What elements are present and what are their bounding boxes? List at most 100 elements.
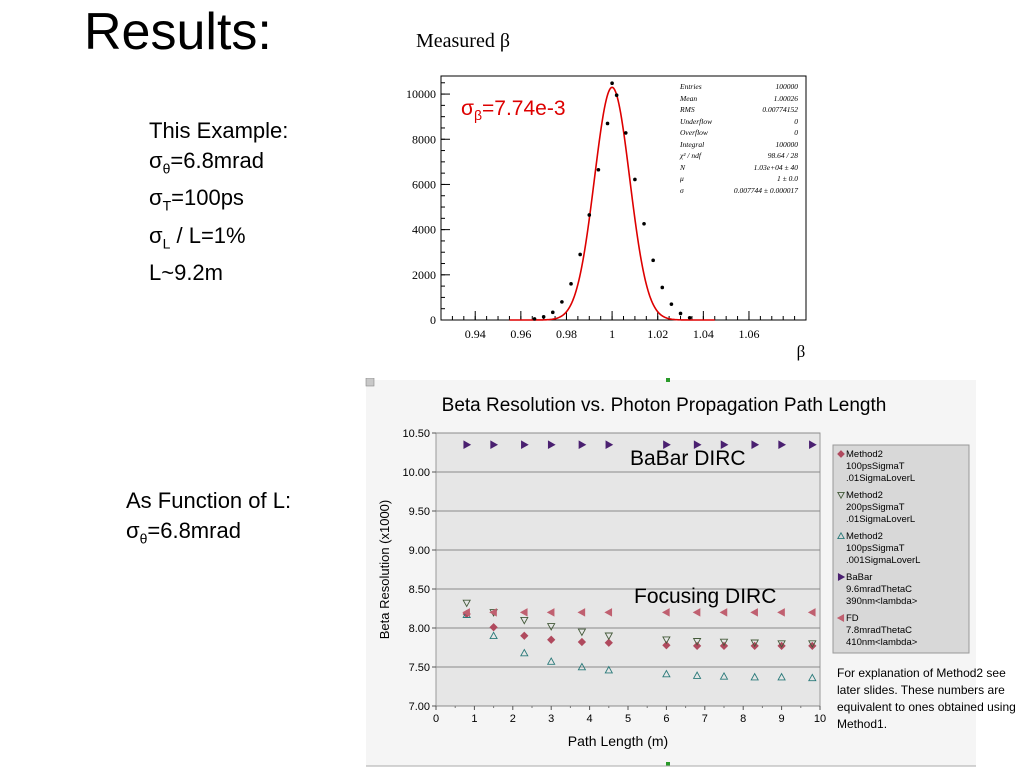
subscript: L (162, 235, 171, 252)
data-point (623, 131, 628, 135)
stats-value: 98.64 / 28 (767, 151, 798, 160)
stats-row: N 1.03e+04 ± 40 (680, 162, 798, 174)
stats-row: Entries 100000 (680, 81, 798, 93)
legend-marker (837, 450, 845, 458)
function-heading: As Function of L: (126, 488, 292, 513)
data-point (777, 672, 786, 681)
data-point (569, 282, 573, 286)
legend-marker (837, 573, 846, 581)
x-tick-label: 0.94 (465, 327, 486, 341)
data-point (651, 258, 655, 263)
legend-box (832, 444, 970, 654)
legend-entry-text: FD (846, 613, 859, 624)
plot-frame (440, 75, 807, 321)
stats-row: Integral 100000 (680, 139, 798, 151)
x-tick-label: 0 (433, 713, 439, 725)
example-sigma-t: σT=100ps (149, 183, 288, 220)
x-tick-label: 9 (779, 713, 785, 725)
legend-entry-text: Method2 (846, 490, 883, 501)
data-point (596, 167, 601, 172)
data-point (577, 628, 587, 637)
stats-label: Overflow (680, 128, 708, 137)
sigma-symbol: σ (149, 222, 163, 248)
data-point (687, 315, 692, 320)
function-block: As Function of L: σθ=6.8mrad (126, 486, 291, 553)
x-tick-label: 1.06 (738, 327, 759, 341)
data-point (750, 672, 759, 681)
data-point (692, 671, 702, 679)
y-tick-label: 9.00 (409, 545, 430, 557)
stats-row: χ² / ndf 98.64 / 28 (680, 150, 798, 162)
data-point (678, 311, 683, 316)
subscript: θ (162, 160, 171, 177)
data-point (463, 440, 472, 449)
stats-value: 0.007744 ± 0.000017 (733, 185, 798, 195)
data-point (692, 608, 701, 617)
data-point (807, 608, 816, 617)
legend-entry-text: 100psSigmaT (846, 461, 905, 472)
x-tick-label: 3 (548, 713, 554, 725)
x-tick-label: 10 (814, 713, 826, 725)
data-point (751, 440, 760, 449)
data-point (633, 177, 637, 182)
stats-row: μ 1 ± 0.0 (680, 173, 798, 185)
data-point (519, 608, 528, 617)
x-tick-label: 0.96 (510, 327, 531, 341)
data-point (587, 213, 592, 217)
sigma-symbol: σ (126, 518, 140, 543)
y-tick-label: 10000 (406, 87, 436, 101)
legend-entry-text: Method2 (846, 449, 883, 460)
legend-entry-text: Method2 (846, 531, 883, 542)
stats-label: RMS (680, 105, 695, 114)
x-tick-label: 1.02 (647, 327, 668, 341)
stats-row: Overflow 0 (680, 127, 798, 139)
data-point (719, 671, 729, 680)
data-point (719, 608, 728, 617)
data-point (750, 608, 758, 617)
value-text: =7.74e-3 (482, 97, 566, 120)
x-tick-label: 2 (510, 713, 516, 725)
x-tick-label: 4 (587, 713, 593, 725)
data-point (610, 81, 614, 86)
stats-label: Underflow (680, 116, 713, 126)
top-chart-xlabel: β (796, 342, 806, 361)
x-tick-label: 6 (663, 713, 669, 725)
data-point (777, 608, 785, 617)
data-point (462, 608, 470, 617)
legend-entry-text: .01SigmaLoverL (846, 514, 915, 525)
data-point (692, 638, 702, 646)
legend-entry-text: 410nm<lambda> (846, 637, 918, 648)
legend-entry-text: 7.8mradThetaC (846, 625, 912, 636)
stats-row: Mean 1.00026 (680, 93, 798, 105)
sigma-symbol: σ (461, 97, 474, 120)
stats-row: Underflow 0 (680, 116, 798, 128)
x-tick-label: 7 (702, 713, 708, 725)
data-point (532, 317, 537, 321)
example-sigma-theta: σθ=6.8mrad (149, 146, 288, 183)
example-length: L~9.2m (149, 258, 288, 288)
data-point (809, 440, 817, 449)
panel-handle-top (666, 378, 670, 382)
data-point (546, 657, 556, 665)
y-tick-label: 4000 (412, 223, 436, 237)
stats-label: Integral (680, 139, 705, 149)
y-tick-label: 0 (430, 313, 436, 327)
stats-value: 0 (794, 128, 798, 137)
stats-label: Entries (680, 82, 702, 91)
data-point (489, 631, 498, 640)
legend-entry-text: .01SigmaLoverL (846, 473, 915, 484)
top-chart-title: Measured β (415, 30, 511, 52)
focusing-dirc-annotation: Focusing DIRC (634, 585, 777, 608)
data-point (808, 673, 817, 682)
legend-entry-text: 100psSigmaT (846, 543, 905, 554)
data-point (547, 440, 556, 449)
stats-value: 1.03e+04 ± 40 (753, 162, 798, 172)
value-text: =6.8mrad (147, 518, 241, 543)
x-tick-label: 1 (471, 713, 477, 725)
data-point (546, 608, 555, 617)
data-point (605, 121, 610, 126)
data-point (520, 648, 529, 657)
data-point (462, 599, 471, 608)
x-tick-label: 5 (625, 713, 631, 725)
value-text: / L=1% (170, 222, 246, 248)
